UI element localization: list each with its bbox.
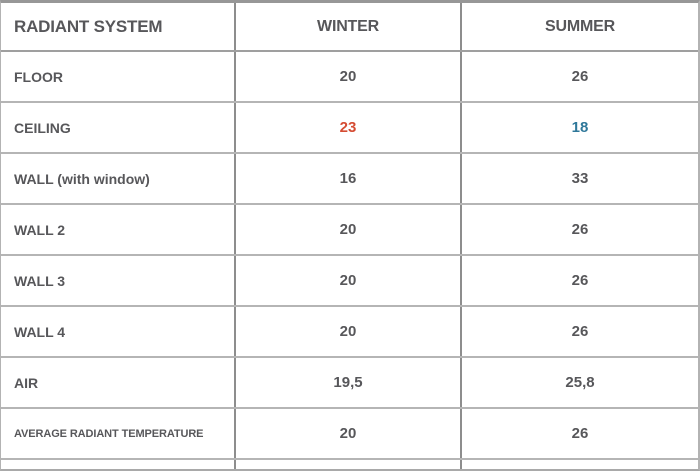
- winter-value: 20: [234, 52, 460, 101]
- winter-value: 16: [234, 154, 460, 203]
- table-row-ceiling: CEILING 23 18: [1, 103, 698, 154]
- winter-value: 20: [234, 307, 460, 356]
- summer-value: 26: [460, 205, 698, 254]
- table-row-average-radiant-temperature: AVERAGE RADIANT TEMPERATURE 20 26: [1, 409, 698, 460]
- winter-value: 20: [234, 256, 460, 305]
- col-header-radiant-system: RADIANT SYSTEM: [14, 16, 163, 36]
- spacer-row: [1, 460, 698, 469]
- summer-value: 25,8: [460, 358, 698, 407]
- row-label: AIR: [14, 374, 39, 391]
- header-row: RADIANT SYSTEM WINTER SUMMER: [1, 3, 698, 52]
- row-label: WALL 3: [14, 272, 66, 289]
- row-label: WALL (with window): [14, 170, 150, 187]
- table-row-wall-4: WALL 4 20 26: [1, 307, 698, 358]
- table-row-air: AIR 19,5 25,8: [1, 358, 698, 409]
- table-row-wall-window: WALL (with window) 16 33: [1, 154, 698, 205]
- table-row-wall-3: WALL 3 20 26: [1, 256, 698, 307]
- row-label: FLOOR: [14, 68, 63, 85]
- winter-value: 19,5: [234, 358, 460, 407]
- summer-value: 26: [460, 307, 698, 356]
- summer-value: 26: [460, 256, 698, 305]
- summer-value-highlighted: 18: [460, 103, 698, 152]
- row-label: WALL 4: [14, 323, 66, 340]
- summer-value: 26: [460, 409, 698, 458]
- row-label: AVERAGE RADIANT TEMPERATURE: [14, 427, 204, 440]
- col-header-winter: WINTER: [234, 3, 460, 50]
- summer-value: 26: [460, 52, 698, 101]
- winter-value: 20: [234, 205, 460, 254]
- summer-value: 33: [460, 154, 698, 203]
- col-header-summer: SUMMER: [460, 3, 698, 50]
- winter-value: 20: [234, 409, 460, 458]
- table-row-wall-2: WALL 2 20 26: [1, 205, 698, 256]
- row-label: CEILING: [14, 119, 71, 136]
- winter-value-highlighted: 23: [234, 103, 460, 152]
- table-row-floor: FLOOR 20 26: [1, 52, 698, 103]
- row-label: WALL 2: [14, 221, 66, 238]
